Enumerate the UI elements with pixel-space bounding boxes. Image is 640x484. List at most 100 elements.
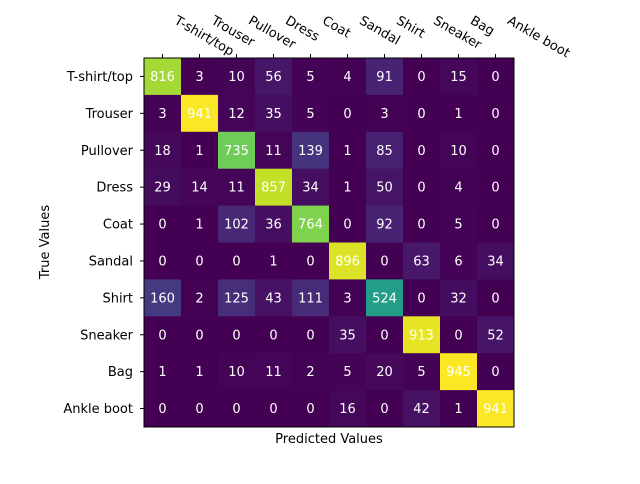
- heatmap-cell: [329, 353, 367, 391]
- heatmap-cell-value: 1: [343, 181, 351, 196]
- heatmap-cell: [144, 58, 182, 96]
- heatmap-cell: [477, 242, 515, 280]
- heatmap-cell: [181, 279, 219, 317]
- heatmap-cell-value: 0: [491, 365, 499, 380]
- heatmap-cell: [144, 205, 182, 243]
- x-tick-label: Sandal: [357, 13, 403, 48]
- heatmap-cell-value: 0: [306, 402, 314, 417]
- heatmap-cells: [144, 58, 515, 428]
- heatmap-cell-value: 2: [195, 291, 203, 306]
- heatmap-cell-value: 92: [376, 218, 393, 233]
- x-tick-label: Coat: [320, 13, 354, 41]
- heatmap-cell-value: 20: [376, 365, 393, 380]
- y-tick-label: Coat: [103, 218, 133, 233]
- heatmap-cell: [181, 390, 219, 428]
- heatmap-cell-value: 5: [306, 70, 314, 85]
- heatmap-cell: [329, 205, 367, 243]
- heatmap-cell-value: 0: [269, 402, 277, 417]
- heatmap-cell: [440, 205, 478, 243]
- heatmap-cell: [218, 94, 256, 133]
- heatmap-cell: [255, 131, 293, 170]
- heatmap-cell: [144, 131, 182, 170]
- heatmap-cell: [144, 168, 182, 207]
- heatmap-cell: [477, 279, 515, 317]
- heatmap-cell-value: 160: [150, 291, 175, 306]
- heatmap-cell: [366, 390, 404, 428]
- heatmap-cell: [255, 353, 293, 391]
- heatmap-cell: [440, 279, 478, 317]
- heatmap-cell-value: 945: [446, 365, 471, 380]
- heatmap-cell: [403, 242, 441, 280]
- y-axis-label: True Values: [38, 205, 53, 280]
- heatmap-cell: [477, 58, 515, 96]
- y-axis-ticks: T-shirt/top Trouser Pullover Dress Coat Sanda…: [63, 70, 144, 417]
- heatmap-cell: [218, 316, 256, 354]
- heatmap-cell: [403, 316, 441, 354]
- heatmap-cell: [255, 168, 293, 207]
- heatmap-cell: [218, 279, 256, 317]
- heatmap-cell: [477, 353, 515, 391]
- heatmap-cell-value: 0: [232, 402, 240, 417]
- heatmap-cell: [255, 205, 293, 243]
- heatmap-cell-value: 0: [158, 328, 166, 343]
- heatmap-cell: [255, 94, 293, 133]
- heatmap-cell-value: 764: [298, 218, 323, 233]
- heatmap-cell: [181, 353, 219, 391]
- heatmap-cell-value: 4: [343, 70, 351, 85]
- y-tick-label: Pullover: [81, 144, 134, 159]
- heatmap-cell-value: 50: [376, 181, 393, 196]
- heatmap-cell-value: 0: [269, 328, 277, 343]
- heatmap-cell-value: 63: [413, 254, 430, 269]
- heatmap-cell: [181, 205, 219, 243]
- heatmap-cell: [366, 353, 404, 391]
- heatmap-cell: [292, 390, 330, 428]
- heatmap-cell: [218, 131, 256, 170]
- heatmap-cell: [403, 205, 441, 243]
- heatmap-cell-value: 0: [158, 254, 166, 269]
- heatmap-cell-value: 1: [454, 107, 462, 122]
- heatmap-cell: [440, 390, 478, 428]
- heatmap-cell-value: 0: [195, 254, 203, 269]
- heatmap-cell-value: 0: [380, 402, 388, 417]
- heatmap-cell-value: 1: [195, 144, 203, 159]
- heatmap-cell: [477, 94, 515, 133]
- heatmap-cell: [440, 131, 478, 170]
- heatmap-cell: [181, 168, 219, 207]
- heatmap-cell: [477, 168, 515, 207]
- heatmap-cell: [440, 316, 478, 354]
- heatmap-cell-value: 6: [454, 254, 462, 269]
- heatmap-cell-value: 0: [195, 328, 203, 343]
- heatmap-cell-value: 1: [343, 144, 351, 159]
- heatmap-cell-value: 735: [224, 144, 249, 159]
- heatmap-cell: [218, 390, 256, 428]
- heatmap-cell-value: 15: [450, 70, 467, 85]
- heatmap-cell-value: 0: [306, 328, 314, 343]
- heatmap-cell-value: 0: [306, 254, 314, 269]
- heatmap-cell-value: 1: [454, 402, 462, 417]
- heatmap-cell-value: 56: [265, 70, 282, 85]
- y-tick-label: Sandal: [89, 254, 133, 269]
- heatmap-cell-value: 0: [158, 218, 166, 233]
- heatmap-cell: [181, 58, 219, 96]
- heatmap-cell-value: 102: [224, 218, 249, 233]
- heatmap-cell-value: 524: [372, 291, 397, 306]
- heatmap-cell-value: 91: [376, 70, 393, 85]
- y-tick-label: T-shirt/top: [66, 70, 133, 85]
- heatmap-cell: [403, 353, 441, 391]
- heatmap-cell: [366, 94, 404, 133]
- heatmap-cell: [181, 131, 219, 170]
- heatmap-cell: [403, 131, 441, 170]
- heatmap-cell-value: 3: [195, 70, 203, 85]
- heatmap-cell-value: 29: [154, 181, 171, 196]
- heatmap-cell: [366, 279, 404, 317]
- heatmap-cell: [366, 131, 404, 170]
- heatmap-cell: [292, 279, 330, 317]
- heatmap-cell: [366, 316, 404, 354]
- heatmap-cell-value: 12: [228, 107, 245, 122]
- heatmap-cell-value: 0: [417, 181, 425, 196]
- heatmap-cell: [403, 58, 441, 96]
- heatmap-cell: [366, 242, 404, 280]
- heatmap-cell-value: 941: [483, 402, 508, 417]
- heatmap-cell-value: 5: [417, 365, 425, 380]
